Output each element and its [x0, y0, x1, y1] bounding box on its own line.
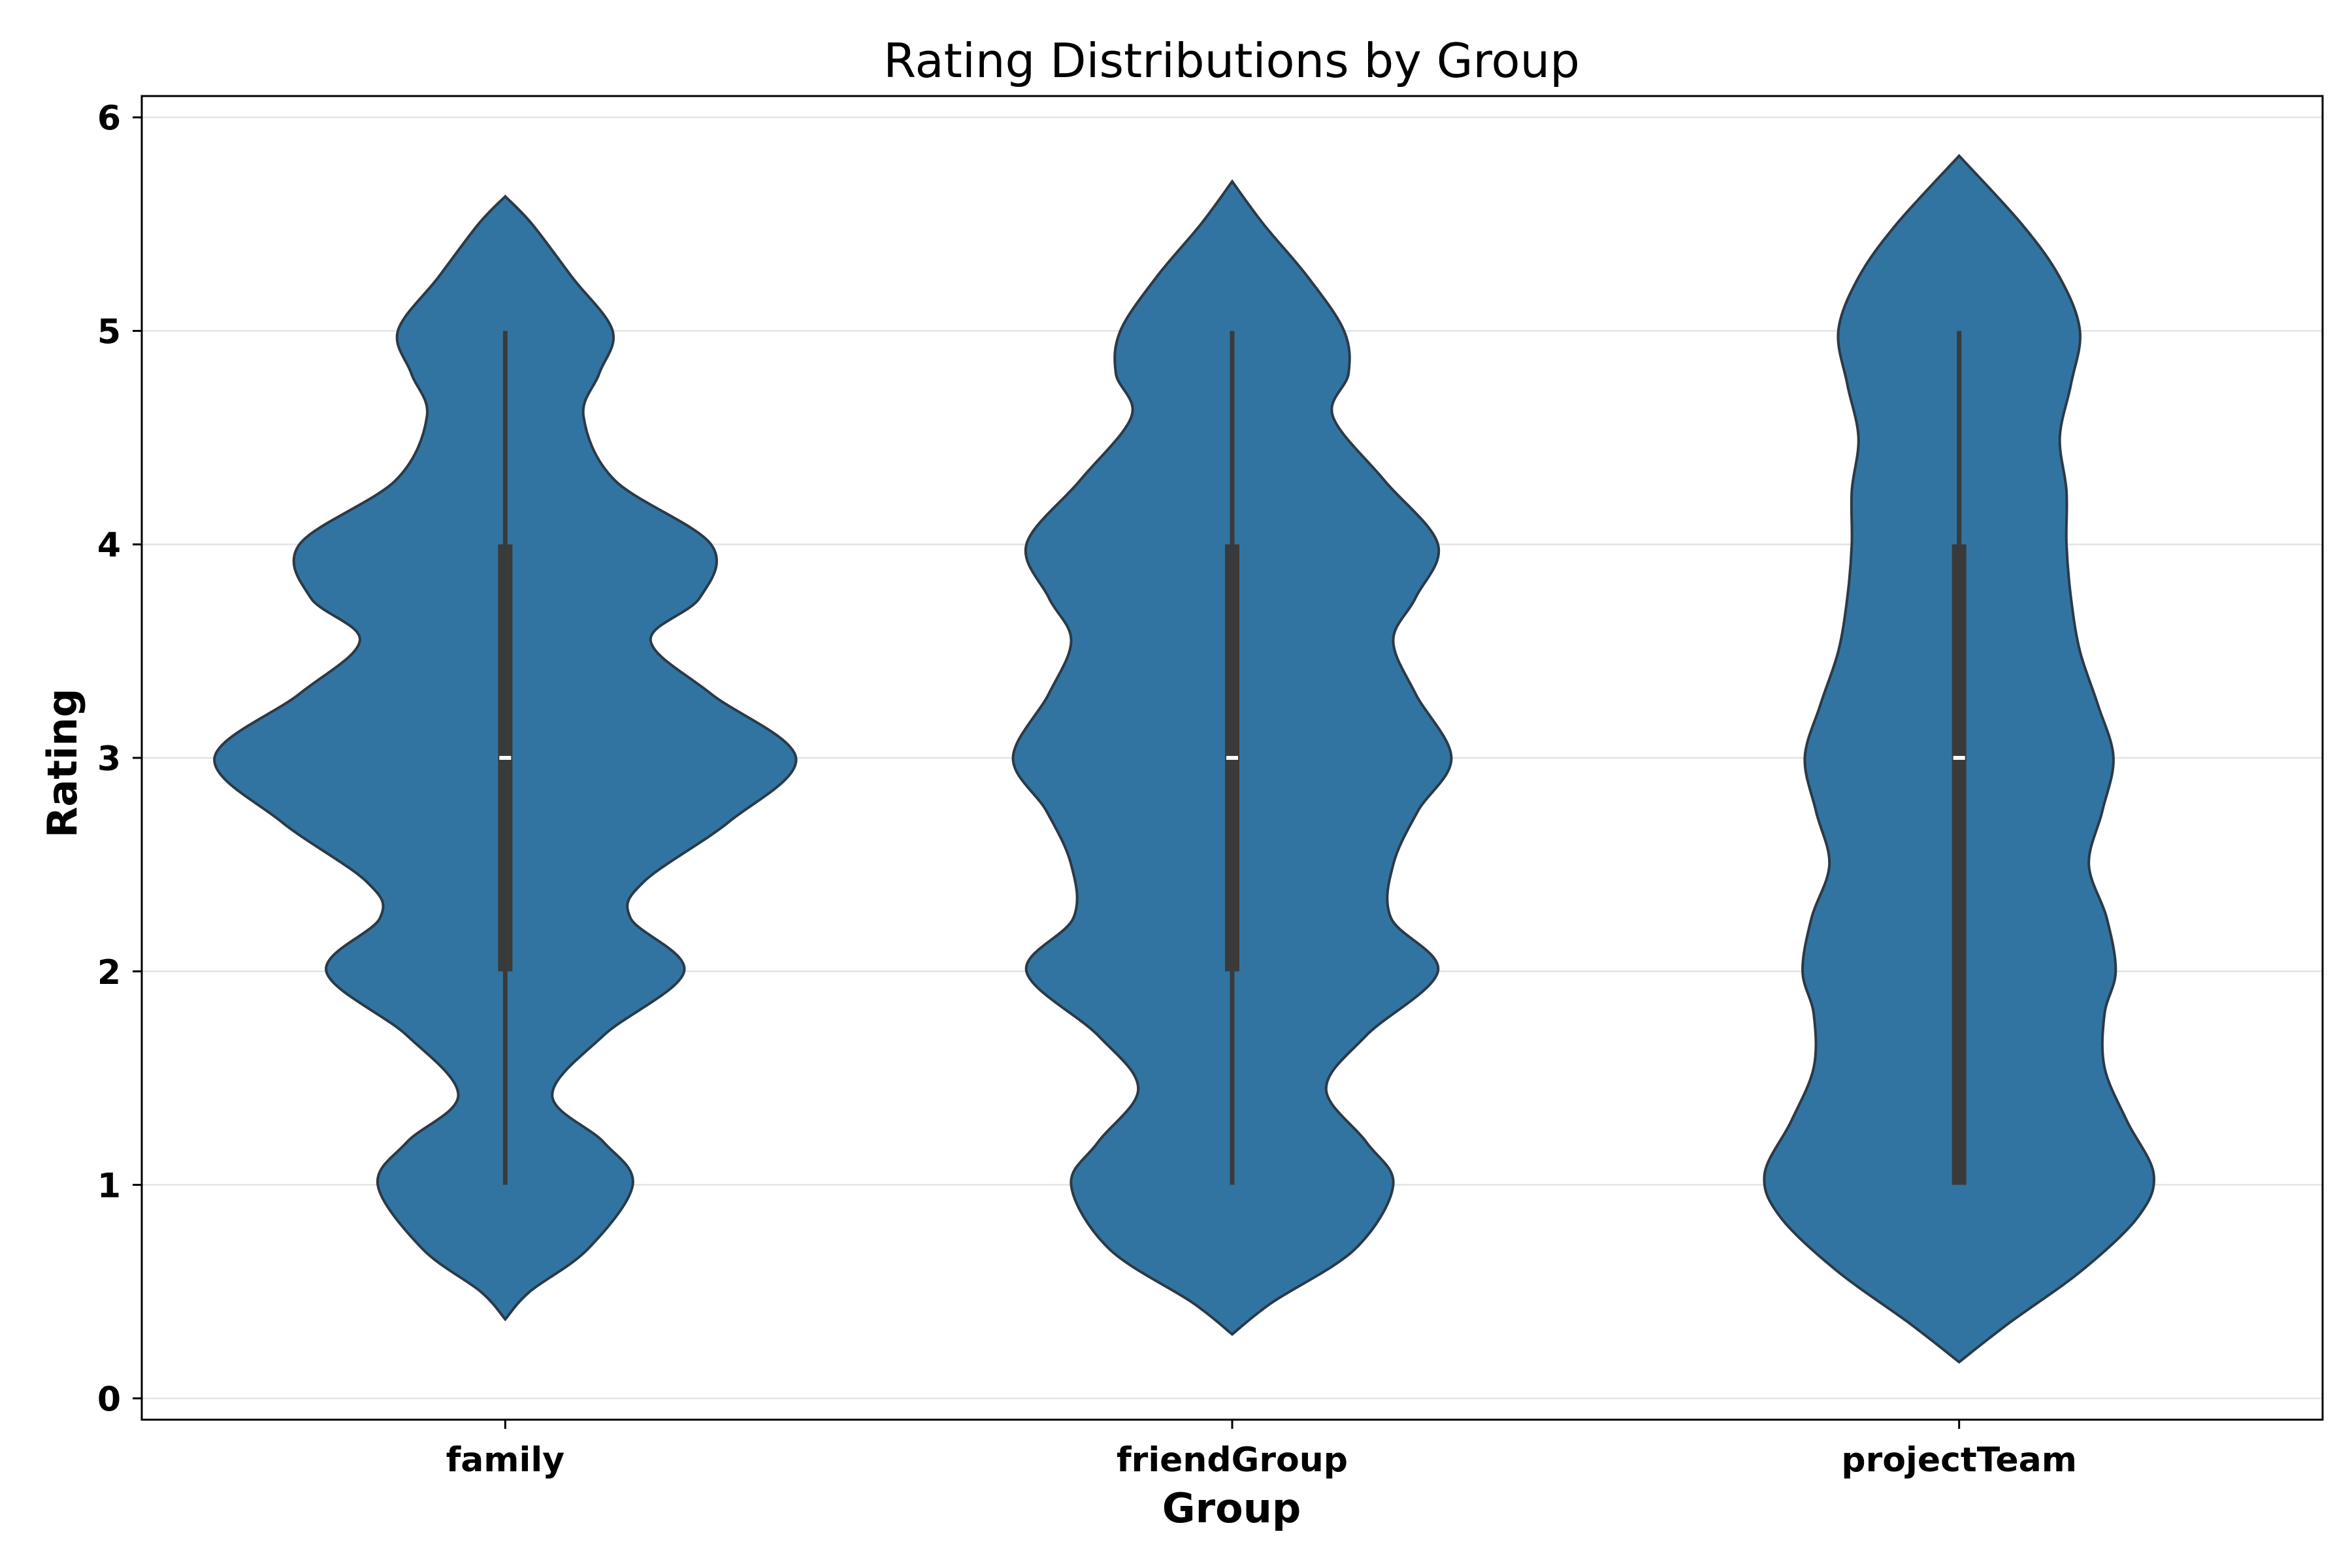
y-axis-ticks: 0 1 2 3 4 5 6 — [97, 99, 142, 1419]
y-tick-label: 2 — [97, 953, 121, 992]
y-tick-label: 1 — [97, 1167, 121, 1206]
x-axis-ticks: family friendGroup projectTeam — [446, 1420, 2077, 1480]
violins — [213, 154, 2156, 1364]
chart-title: Rating Distributions by Group — [883, 33, 1580, 88]
y-tick-label: 6 — [97, 99, 121, 139]
violin-family — [213, 194, 798, 1322]
y-tick-label: 5 — [97, 312, 121, 351]
y-tick-label: 3 — [97, 740, 121, 779]
y-tick-label: 0 — [97, 1380, 121, 1419]
iqr-box — [1952, 544, 1967, 1185]
y-tick-label: 4 — [97, 526, 121, 565]
violin-projectTeam — [1763, 154, 2156, 1364]
y-axis-label: Rating — [39, 689, 86, 838]
x-tick-label: projectTeam — [1841, 1441, 2076, 1480]
x-axis-label: Group — [1162, 1484, 1301, 1532]
violin-friendGroup — [1011, 179, 1453, 1336]
x-tick-label: friendGroup — [1117, 1441, 1348, 1480]
x-tick-label: family — [446, 1441, 564, 1480]
